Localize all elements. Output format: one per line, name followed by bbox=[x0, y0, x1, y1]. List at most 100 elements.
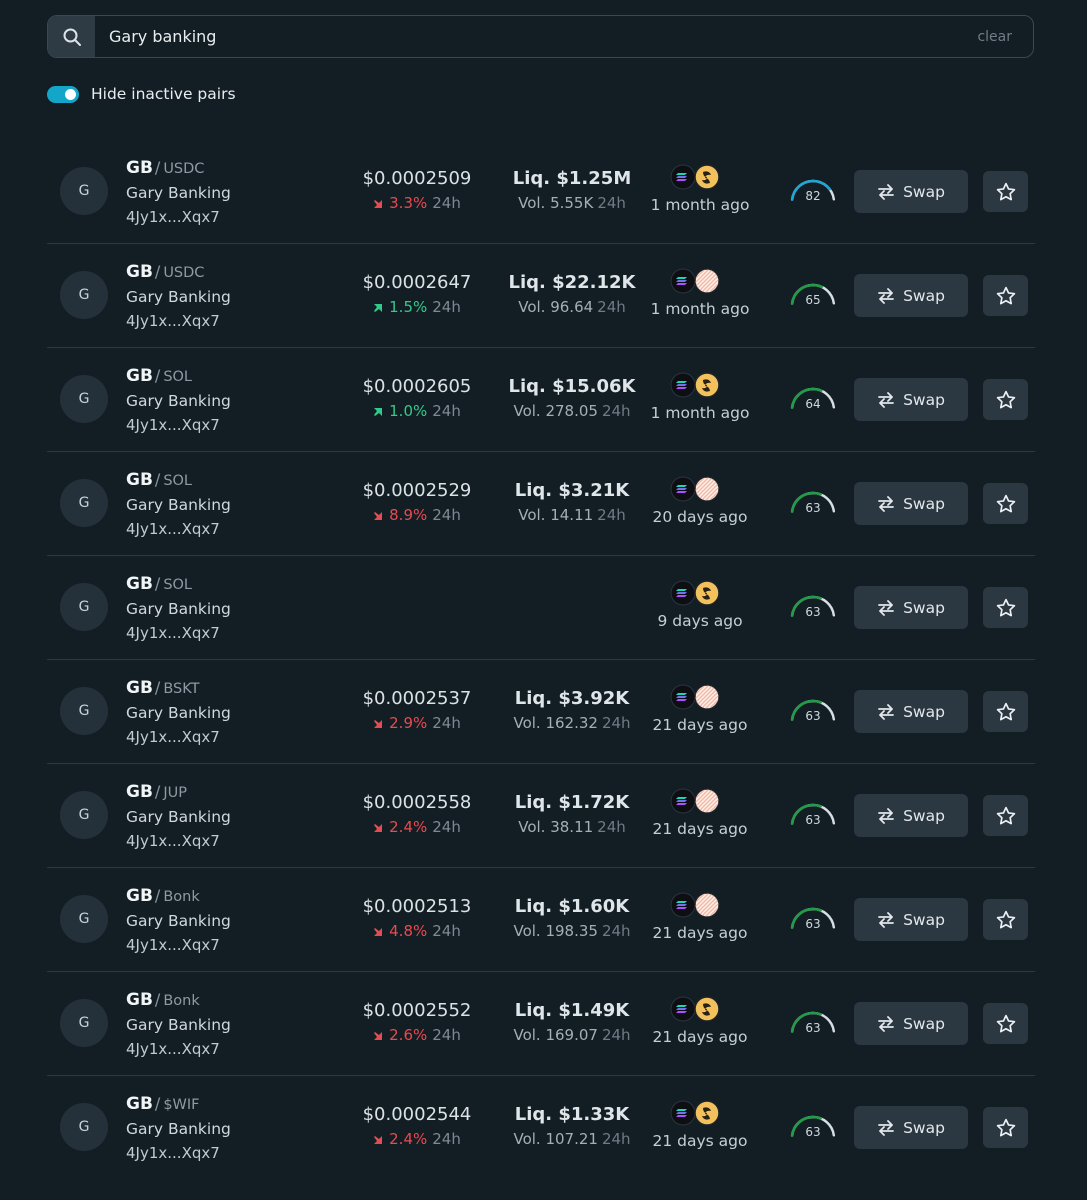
pair-separator: / bbox=[154, 782, 161, 801]
hide-inactive-label: Hide inactive pairs bbox=[91, 85, 236, 103]
dex-column: 21 days ago bbox=[635, 995, 765, 1048]
token-address[interactable]: 4Jy1x...Xqx7 bbox=[126, 936, 220, 954]
pair-row[interactable]: G GB / USDC Gary Banking 4Jy1x...Xqx7 $0.00026… bbox=[47, 244, 1035, 348]
token-price: $0.0002529 bbox=[362, 480, 472, 501]
pair-age: 9 days ago bbox=[657, 612, 743, 630]
swap-button[interactable]: Swap bbox=[854, 274, 968, 317]
solana-icon bbox=[670, 892, 696, 918]
swap-button[interactable]: Swap bbox=[854, 898, 968, 941]
favorite-button[interactable] bbox=[983, 795, 1028, 836]
dex-column: 21 days ago bbox=[635, 1099, 765, 1152]
pair-row[interactable]: G GB / SOL Gary Banking 4Jy1x...Xqx7 9 days ag… bbox=[47, 556, 1035, 660]
favorite-button[interactable] bbox=[983, 379, 1028, 420]
swap-arrows-icon bbox=[878, 1119, 894, 1136]
favorite-button[interactable] bbox=[983, 691, 1028, 732]
token-avatar: G bbox=[60, 687, 108, 735]
dex-icons bbox=[623, 267, 765, 295]
favorite-button[interactable] bbox=[983, 899, 1028, 940]
favorite-button[interactable] bbox=[983, 1003, 1028, 1044]
price-change-percent: 8.9% bbox=[389, 506, 428, 524]
swap-button[interactable]: Swap bbox=[854, 170, 968, 213]
favorite-button[interactable] bbox=[983, 275, 1028, 316]
pair-symbol: GB / Bonk bbox=[126, 884, 231, 909]
volume: Vol. 38.11 24h bbox=[472, 816, 672, 838]
trend-down-icon bbox=[374, 199, 383, 208]
token-name: Gary Banking bbox=[126, 912, 231, 930]
favorite-button[interactable] bbox=[983, 1107, 1028, 1148]
token-avatar: G bbox=[60, 583, 108, 631]
token-address[interactable]: 4Jy1x...Xqx7 bbox=[126, 1040, 220, 1058]
swap-button[interactable]: Swap bbox=[854, 1106, 968, 1149]
score-gauge-arc bbox=[790, 387, 836, 409]
pair-age: 21 days ago bbox=[652, 716, 748, 734]
volume-period: 24h bbox=[601, 714, 631, 732]
pair-age: 21 days ago bbox=[652, 924, 748, 942]
pair-row[interactable]: G GB / BSKT Gary Banking 4Jy1x...Xqx7 $0.00025… bbox=[47, 660, 1035, 764]
token-avatar: G bbox=[60, 791, 108, 839]
pair-row[interactable]: G GB / Bonk Gary Banking 4Jy1x...Xqx7 $0.00025… bbox=[47, 868, 1035, 972]
score-value: 63 bbox=[805, 1125, 821, 1139]
pair-symbol: GB / USDC bbox=[126, 156, 231, 181]
volume: Vol. 278.05 24h bbox=[472, 400, 672, 422]
price-change: 2.4% 24h bbox=[327, 816, 507, 838]
base-symbol: GB bbox=[126, 678, 153, 698]
token-address[interactable]: 4Jy1x...Xqx7 bbox=[126, 728, 220, 746]
volume: Vol. 198.35 24h bbox=[472, 920, 672, 942]
star-icon bbox=[996, 806, 1015, 824]
score-value: 65 bbox=[805, 293, 821, 307]
volume-value: Vol. 5.55K bbox=[518, 194, 594, 212]
price-change-period: 24h bbox=[432, 1130, 461, 1148]
swap-button[interactable]: Swap bbox=[854, 378, 968, 421]
score-gauge-arc bbox=[790, 595, 836, 617]
favorite-button[interactable] bbox=[983, 587, 1028, 628]
swap-arrows-icon bbox=[878, 703, 894, 720]
price-change-period: 24h bbox=[432, 1026, 461, 1044]
star-icon bbox=[996, 390, 1015, 408]
hide-inactive-toggle[interactable] bbox=[47, 85, 79, 103]
swap-button[interactable]: Swap bbox=[854, 690, 968, 733]
quote-symbol: Bonk bbox=[163, 993, 200, 1009]
quote-symbol: $WIF bbox=[163, 1097, 200, 1113]
token-address[interactable]: 4Jy1x...Xqx7 bbox=[126, 520, 220, 538]
pair-row[interactable]: G GB / USDC Gary Banking 4Jy1x...Xqx7 $0.00025… bbox=[47, 140, 1035, 244]
token-address[interactable]: 4Jy1x...Xqx7 bbox=[126, 624, 220, 642]
pair-symbol: GB / Bonk bbox=[126, 988, 231, 1013]
pair-row[interactable]: G GB / Bonk Gary Banking 4Jy1x...Xqx7 $0.00025… bbox=[47, 972, 1035, 1076]
token-avatar: G bbox=[60, 1103, 108, 1151]
token-address[interactable]: 4Jy1x...Xqx7 bbox=[126, 416, 220, 434]
pair-names: GB / BSKT Gary Banking 4Jy1x...Xqx7 bbox=[126, 676, 231, 749]
quote-symbol: SOL bbox=[163, 473, 193, 489]
pair-row[interactable]: G GB / $WIF Gary Banking 4Jy1x...Xqx7 $0.00025… bbox=[47, 1076, 1035, 1179]
base-symbol: GB bbox=[126, 886, 153, 906]
token-avatar: G bbox=[60, 375, 108, 423]
swap-button[interactable]: Swap bbox=[854, 482, 968, 525]
swap-label: Swap bbox=[903, 494, 945, 513]
favorite-button[interactable] bbox=[983, 171, 1028, 212]
pair-row[interactable]: G GB / JUP Gary Banking 4Jy1x...Xqx7 $0.000255… bbox=[47, 764, 1035, 868]
swap-button[interactable]: Swap bbox=[854, 586, 968, 629]
token-address[interactable]: 4Jy1x...Xqx7 bbox=[126, 1144, 220, 1162]
clear-button[interactable]: clear bbox=[977, 28, 1012, 45]
score-gauge: 63 bbox=[787, 798, 839, 832]
base-symbol: GB bbox=[126, 1094, 153, 1114]
score-gauge: 82 bbox=[787, 174, 839, 208]
token-address[interactable]: 4Jy1x...Xqx7 bbox=[126, 832, 220, 850]
dex-icons bbox=[623, 371, 765, 399]
token-address[interactable]: 4Jy1x...Xqx7 bbox=[126, 312, 220, 330]
favorite-button[interactable] bbox=[983, 483, 1028, 524]
token-address[interactable]: 4Jy1x...Xqx7 bbox=[126, 208, 220, 226]
search-button[interactable] bbox=[48, 16, 95, 57]
swap-button[interactable]: Swap bbox=[854, 794, 968, 837]
pair-row[interactable]: G GB / SOL Gary Banking 4Jy1x...Xqx7 $0.000260… bbox=[47, 348, 1035, 452]
volume: Vol. 162.32 24h bbox=[472, 712, 672, 734]
token-price: $0.0002544 bbox=[362, 1104, 472, 1125]
token-avatar: G bbox=[60, 895, 108, 943]
striped-dex-icon bbox=[694, 684, 720, 710]
swap-button[interactable]: Swap bbox=[854, 1002, 968, 1045]
pair-row[interactable]: G GB / SOL Gary Banking 4Jy1x...Xqx7 $0.000252… bbox=[47, 452, 1035, 556]
search-input[interactable] bbox=[95, 16, 978, 57]
volume-period: 24h bbox=[601, 1130, 631, 1148]
volume: Vol. 169.07 24h bbox=[472, 1024, 672, 1046]
solana-icon bbox=[670, 684, 696, 710]
volume: Vol. 14.11 24h bbox=[472, 504, 672, 526]
